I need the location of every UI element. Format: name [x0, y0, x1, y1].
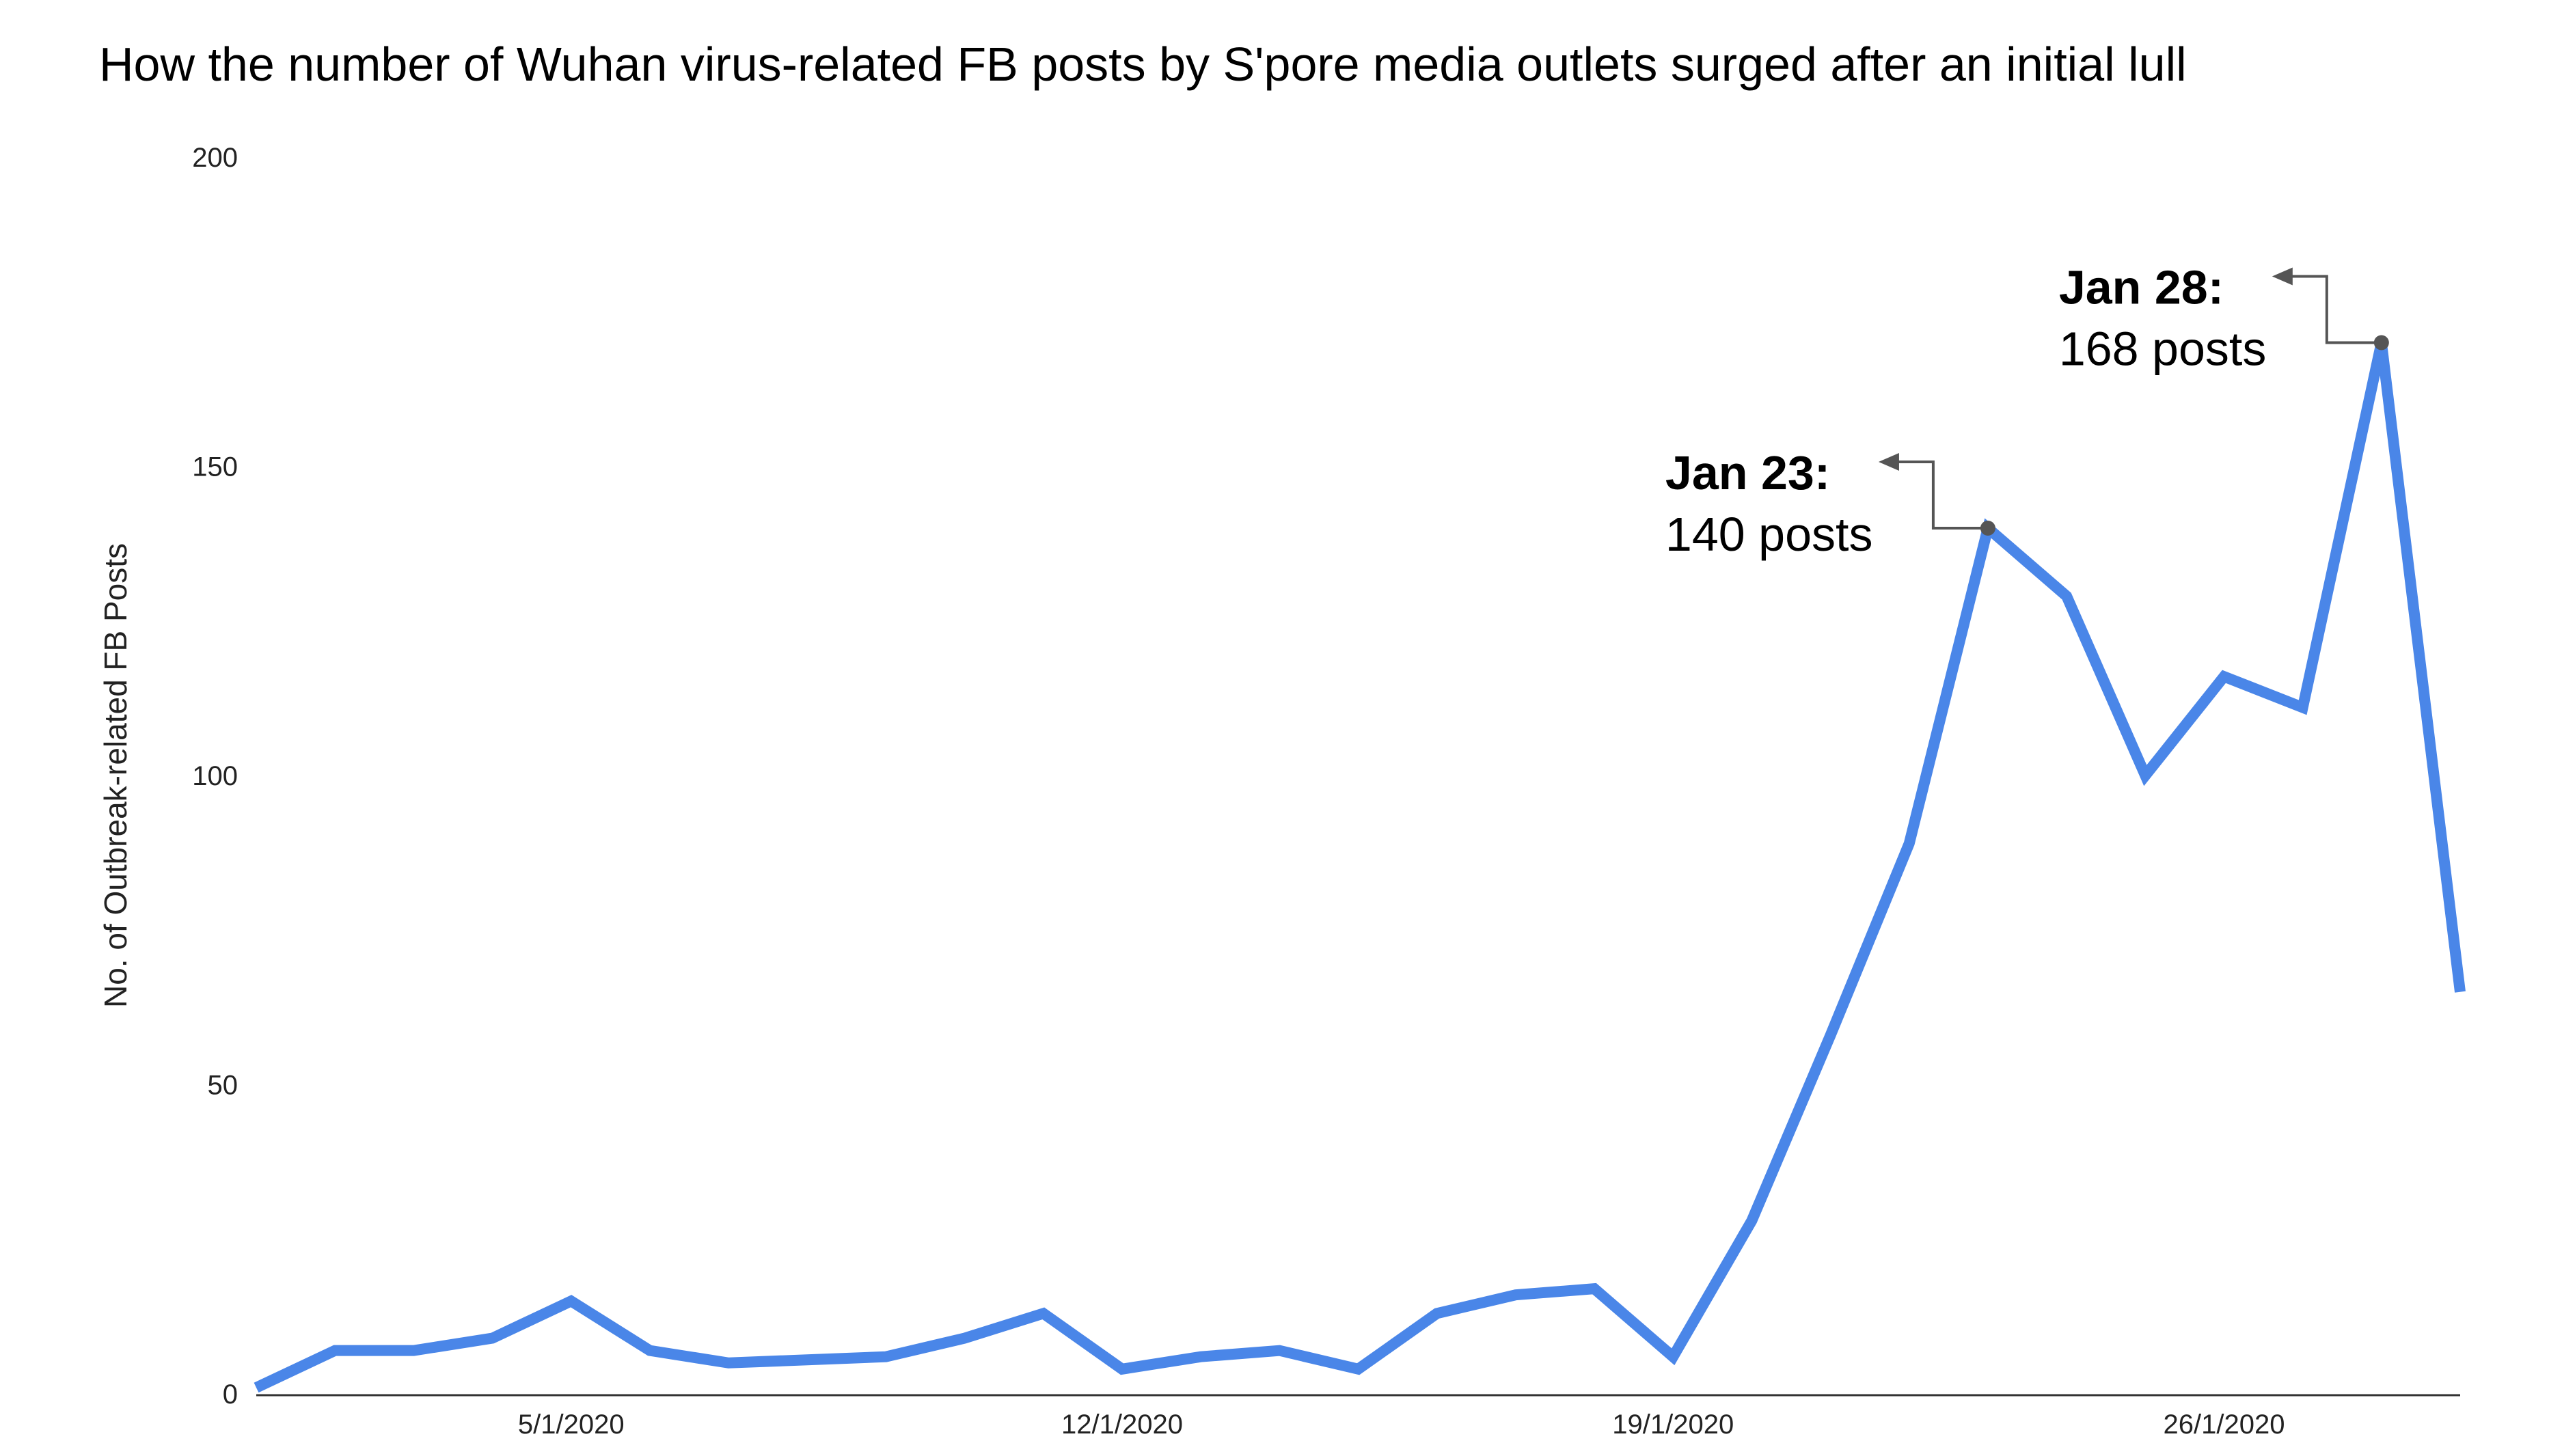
chart-title: How the number of Wuhan virus-related FB…	[99, 38, 2187, 91]
series-layer	[254, 341, 2466, 1393]
x-axis-ticks: 5/1/2020 12/1/2020 19/1/2020 26/1/2020	[518, 1410, 2285, 1440]
y-tick-label: 100	[192, 761, 238, 791]
y-tick-label: 150	[192, 452, 238, 482]
y-axis-ticks: 0 50 100 150 200	[192, 143, 238, 1410]
annotation-leader	[2291, 275, 2382, 344]
y-tick-label: 200	[192, 143, 238, 173]
annotation-layer: Jan 23: 140 posts Jan 28: 168 posts	[1665, 261, 2389, 561]
annotation-leader	[1897, 461, 1988, 530]
annotation-marker	[1980, 521, 1995, 536]
x-tick-label: 12/1/2020	[1061, 1410, 1183, 1440]
series-line	[254, 341, 2466, 1393]
annotation-arrowhead	[1878, 453, 1899, 471]
annotation-date: Jan 28:	[2059, 261, 2224, 314]
annotation-date: Jan 23:	[1665, 446, 1830, 499]
annotation-marker	[2373, 335, 2389, 351]
x-tick-label: 19/1/2020	[1612, 1410, 1734, 1440]
annotation: Jan 23: 140 posts	[1665, 446, 1995, 561]
y-tick-label: 0	[223, 1379, 238, 1410]
x-tick-label: 5/1/2020	[518, 1410, 625, 1440]
y-tick-label: 50	[208, 1071, 238, 1101]
annotation-value: 168 posts	[2059, 322, 2267, 376]
annotation-value: 140 posts	[1665, 508, 1873, 561]
x-tick-label: 26/1/2020	[2163, 1410, 2285, 1440]
y-axis-label: No. of Outbreak-related FB Posts	[98, 543, 133, 1008]
annotation-arrowhead	[2272, 267, 2293, 286]
annotation: Jan 28: 168 posts	[2059, 261, 2389, 376]
